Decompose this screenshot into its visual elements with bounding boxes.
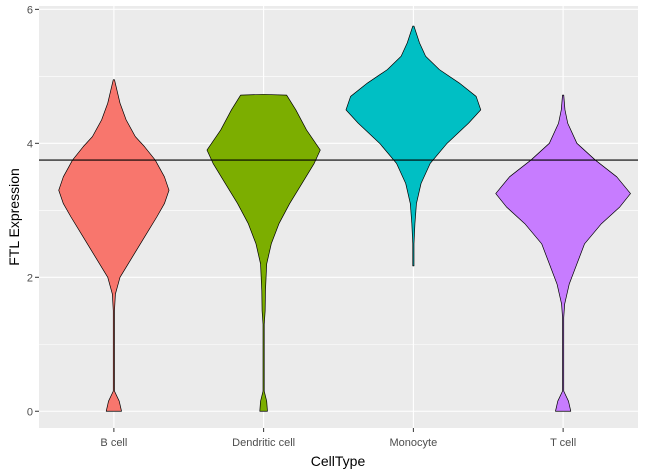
x-tick-label: T cell (550, 437, 576, 449)
x-tick-label: Dendritic cell (232, 437, 295, 449)
x-axis-title: CellType (311, 453, 366, 469)
violins (58, 25, 631, 412)
y-tick-label: 4 (27, 138, 33, 150)
violin-t-cell (495, 94, 631, 412)
y-tick-label: 2 (27, 272, 33, 284)
y-tick-label: 6 (27, 4, 33, 16)
x-ticks: B cell Dendritic cell Monocyte T cell (100, 428, 576, 449)
y-tick-label: 0 (27, 406, 33, 418)
x-tick-label: B cell (100, 437, 127, 449)
violin-dendritic-cell (206, 94, 321, 412)
violin-b-cell (58, 79, 170, 412)
y-axis-title: FTL Expression (6, 168, 22, 266)
violin-monocyte (345, 25, 482, 267)
y-ticks: 0 2 4 6 (27, 4, 39, 418)
x-tick-label: Monocyte (390, 437, 438, 449)
